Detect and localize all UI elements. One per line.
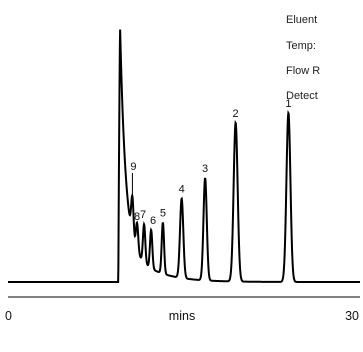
peak-label-2: 2 xyxy=(233,108,239,120)
peak-label-5: 5 xyxy=(160,208,166,220)
peak-label-3: 3 xyxy=(202,163,208,175)
peak-label-9: 9 xyxy=(130,161,136,173)
chromatogram-trace xyxy=(8,29,360,283)
peak-label-1: 1 xyxy=(285,98,291,110)
x-axis-title: mins xyxy=(169,309,195,323)
peak-label-7: 7 xyxy=(140,209,146,221)
condition-eluent: Eluent xyxy=(286,14,317,26)
condition-temp: Temp: xyxy=(286,40,316,52)
condition-flow-rate: Flow R xyxy=(286,65,320,77)
peak-label-6: 6 xyxy=(150,215,156,227)
peak-label-4: 4 xyxy=(179,184,185,196)
peak-label-8: 8 xyxy=(134,211,140,223)
x-tick-label-30: 30 xyxy=(345,309,359,323)
condition-detector: Detect xyxy=(286,90,318,102)
conditions-block: Eluent Temp: Flow R Detect xyxy=(286,14,320,102)
x-tick-label-0: 0 xyxy=(5,309,12,323)
